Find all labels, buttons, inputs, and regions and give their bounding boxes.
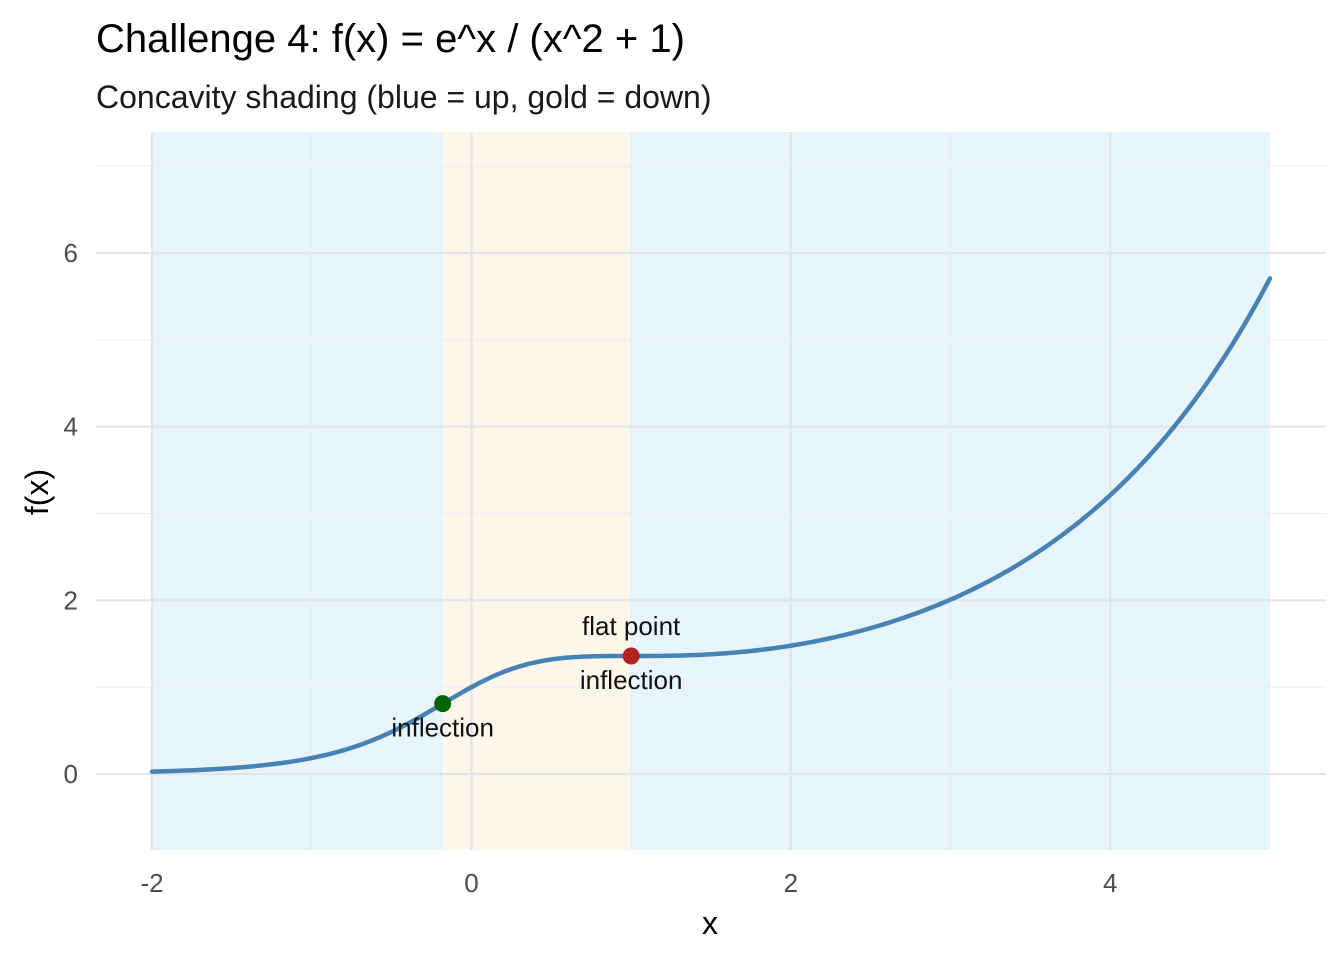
axis-tick-labels: -2 0 2 4 0 2 4 6 (64, 238, 1118, 898)
function-curve (149, 276, 1273, 774)
y-tick-label-2: 4 (64, 412, 78, 442)
inflection-points: inflection inflection flat point (391, 611, 682, 743)
x-tick-label-0: -2 (140, 868, 163, 898)
inflection-label-0: inflection (391, 713, 494, 743)
chart-subtitle: Concavity shading (blue = up, gold = dow… (96, 79, 712, 115)
x-axis-title: x (702, 905, 718, 941)
flat-point-label: flat point (582, 611, 681, 641)
inflection-point-1 (622, 647, 640, 665)
y-axis-title: f(x) (19, 469, 55, 515)
x-tick-label-1: 0 (464, 868, 478, 898)
region-concave-down-1 (442, 132, 632, 850)
y-tick-label-3: 6 (64, 238, 78, 268)
y-tick-label-0: 0 (64, 759, 78, 789)
inflection-point-0 (434, 695, 452, 713)
x-tick-label-2: 2 (784, 868, 798, 898)
chart-title: Challenge 4: f(x) = e^x / (x^2 + 1) (96, 17, 685, 61)
concavity-regions (152, 132, 1270, 850)
inflection-label-1: inflection (580, 665, 683, 695)
grid-lines (96, 132, 1326, 850)
function-curve-group (149, 276, 1273, 774)
x-tick-label-3: 4 (1103, 868, 1117, 898)
y-tick-label-1: 2 (64, 585, 78, 615)
